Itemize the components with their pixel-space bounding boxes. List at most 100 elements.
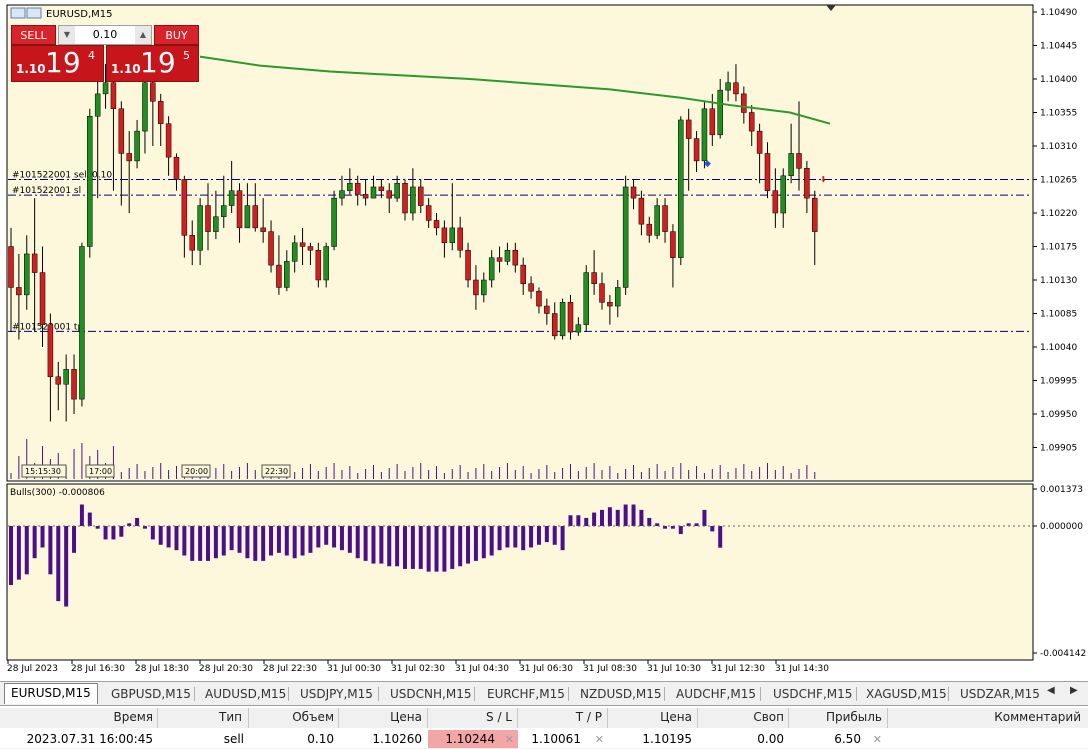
tab-audchf[interactable]: AUDCHF,M15 — [676, 687, 756, 701]
close-order-icon[interactable]: ✕ — [872, 733, 882, 746]
bull-candle — [583, 272, 589, 325]
bear-candle — [544, 305, 550, 314]
col-header-profit[interactable]: Прибыль — [825, 710, 882, 724]
indicator-bar — [150, 526, 155, 540]
col-header-time[interactable]: Время — [113, 710, 153, 724]
sell-button[interactable]: SELL — [11, 25, 56, 45]
sell-price-display[interactable]: 1.10 19 4 — [11, 45, 104, 82]
bull-candle — [788, 153, 794, 177]
indicator-bar — [237, 526, 242, 553]
bull-candle — [347, 182, 353, 191]
col-header-swap[interactable]: Своп — [753, 710, 784, 724]
bear-candle — [630, 186, 637, 199]
bear-candle — [260, 227, 266, 232]
cell-tp[interactable]: 1.10061 ✕ — [520, 730, 606, 748]
indicator-bar — [631, 504, 636, 526]
bull-candle — [291, 242, 298, 262]
bear-candle — [307, 246, 314, 251]
tab-xagusd[interactable]: XAGUSD,M15 — [866, 687, 947, 701]
col-header-sl[interactable]: S / L — [486, 710, 512, 724]
bull-candle — [102, 82, 109, 95]
chevron-down-icon[interactable]: ▼ — [59, 26, 75, 44]
indicator-bar — [276, 526, 281, 553]
bull-candle — [410, 186, 416, 214]
bear-candle — [465, 249, 471, 281]
indicator-bar — [16, 526, 21, 580]
tab-usdchf[interactable]: USDCHF,M15 — [773, 687, 853, 701]
indicator-bar — [182, 526, 187, 556]
bear-candle — [378, 186, 385, 191]
bull-candle — [488, 257, 495, 281]
tab-nzdusd[interactable]: NZDUSD,M15 — [580, 687, 662, 701]
lot-size-stepper[interactable]: ▼ 0.10 ▲ — [58, 25, 152, 45]
tab-gbpusd[interactable]: GBPUSD,M15 — [111, 687, 191, 701]
bull-candle — [331, 197, 337, 247]
indicator-bar — [64, 526, 69, 607]
tab-usdjpy[interactable]: USDJPY,M15 — [300, 687, 373, 701]
bear-candle — [756, 130, 763, 154]
col-header-comment[interactable]: Комментарий — [994, 710, 1081, 724]
indicator-bar — [655, 523, 660, 526]
tab-separator — [664, 687, 665, 701]
tab-eurusd[interactable]: EURUSD,M15 — [4, 683, 98, 704]
chart-shift-marker-icon — [826, 5, 836, 11]
indicator-bar — [710, 526, 715, 532]
cell-sl[interactable]: 1.10244 ✕ — [428, 730, 518, 748]
table-header: Время Тип Объем Цена S / L T / P Цена Св… — [0, 708, 1088, 728]
indicator-bar — [466, 526, 471, 564]
bull-candle — [481, 279, 487, 296]
tab-audusd[interactable]: AUDUSD,M15 — [205, 687, 287, 701]
time-tag — [85, 464, 115, 478]
indicator-bar — [395, 526, 400, 567]
indicator-bar — [72, 526, 77, 553]
bear-candle — [165, 123, 172, 158]
indicator-bar — [560, 526, 565, 551]
cell-swap: 0.00 — [757, 732, 784, 746]
indicator-bar — [48, 526, 53, 575]
time-tick-label: 28 Jul 20:30 — [199, 664, 253, 674]
indicator-bar — [308, 526, 313, 553]
chevron-up-icon[interactable]: ▲ — [135, 26, 151, 44]
buy-button[interactable]: BUY — [154, 25, 199, 45]
tab-usdzar[interactable]: USDZAR,M15 — [960, 687, 1040, 701]
col-header-type[interactable]: Тип — [219, 710, 242, 724]
col-header-cur-price[interactable]: Цена — [660, 710, 692, 724]
table-row[interactable]: 2023.07.31 16:00:45 sell 0.10 1.10260 1.… — [0, 730, 1088, 748]
indicator-bar — [410, 526, 415, 569]
indicator-bar — [261, 526, 266, 561]
indicator-bar — [418, 526, 423, 569]
remove-tp-icon[interactable]: ✕ — [594, 733, 604, 746]
indicator-bar — [426, 526, 431, 572]
indicator-bar — [158, 526, 163, 545]
bull-candle — [323, 246, 329, 281]
tabs-scroll-right-icon[interactable]: ▶ — [1070, 685, 1078, 696]
col-header-price[interactable]: Цена — [390, 710, 422, 724]
indicator-tick-label: 0.000000 — [1040, 522, 1083, 532]
bull-candle — [213, 216, 219, 232]
bear-candle — [528, 283, 534, 292]
tabs-scroll-left-icon[interactable]: ◀ — [1047, 685, 1055, 696]
bull-candle — [394, 182, 400, 199]
indicator-bar — [221, 526, 226, 556]
bear-candle — [520, 264, 526, 284]
bear-candle — [39, 272, 46, 325]
bear-candle — [512, 249, 519, 266]
bear-candle — [536, 290, 542, 307]
price-chart[interactable]: #101522001 sell 0.10#101522001 sl#101522… — [0, 0, 1088, 681]
indicator-bar — [355, 526, 360, 559]
col-header-tp[interactable]: T / P — [575, 710, 602, 724]
lot-size-input[interactable]: 0.10 — [92, 28, 118, 41]
bear-candle — [315, 249, 322, 281]
tab-eurchf[interactable]: EURCHF,M15 — [487, 687, 565, 701]
bear-candle — [733, 82, 739, 95]
tab-usdcnh[interactable]: USDCNH,M15 — [390, 687, 472, 701]
indicator-bar — [79, 504, 84, 526]
time-tag — [261, 464, 291, 478]
moving-average-line — [199, 55, 831, 125]
remove-sl-icon[interactable]: ✕ — [504, 733, 514, 746]
cell-profit: 6.50 ✕ — [790, 730, 886, 748]
col-header-volume[interactable]: Объем — [292, 710, 334, 724]
bull-candle — [197, 205, 203, 251]
buy-price-display[interactable]: 1.10 19 5 — [106, 45, 199, 82]
indicator-bar — [174, 526, 179, 551]
